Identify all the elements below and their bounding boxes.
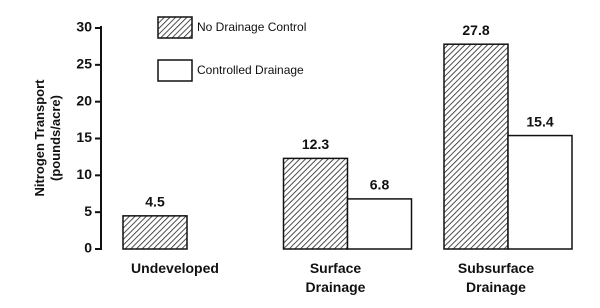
value-label: 27.8 xyxy=(462,22,489,38)
y-tick-label: 5 xyxy=(84,203,92,219)
legend-swatch xyxy=(157,59,193,82)
value-label: 12.3 xyxy=(302,136,329,152)
value-label: 6.8 xyxy=(370,177,390,193)
y-tick-label: 10 xyxy=(76,166,92,182)
y-tick-label: 25 xyxy=(76,56,92,72)
y-axis-label: Nitrogen Transport (pounds/acre) xyxy=(32,79,63,197)
bar xyxy=(282,157,349,250)
bar xyxy=(346,198,413,250)
bar xyxy=(122,215,188,250)
y-tick-label: 15 xyxy=(76,129,92,145)
bar xyxy=(443,43,509,250)
x-tick-label: Surface Drainage xyxy=(305,260,366,295)
y-tick-label: 0 xyxy=(84,240,92,256)
bar xyxy=(507,134,573,250)
legend-label: Controlled Drainage xyxy=(197,63,304,77)
y-tick-label: 20 xyxy=(76,92,92,108)
x-tick-label: Undeveloped xyxy=(131,260,219,276)
legend-swatch xyxy=(157,16,193,39)
value-label: 15.4 xyxy=(526,113,553,129)
x-tick-label: Subsurface Drainage xyxy=(457,260,535,295)
y-tick-label: 30 xyxy=(76,19,92,35)
legend-label: No Drainage Control xyxy=(197,20,306,34)
value-label: 4.5 xyxy=(145,194,165,210)
